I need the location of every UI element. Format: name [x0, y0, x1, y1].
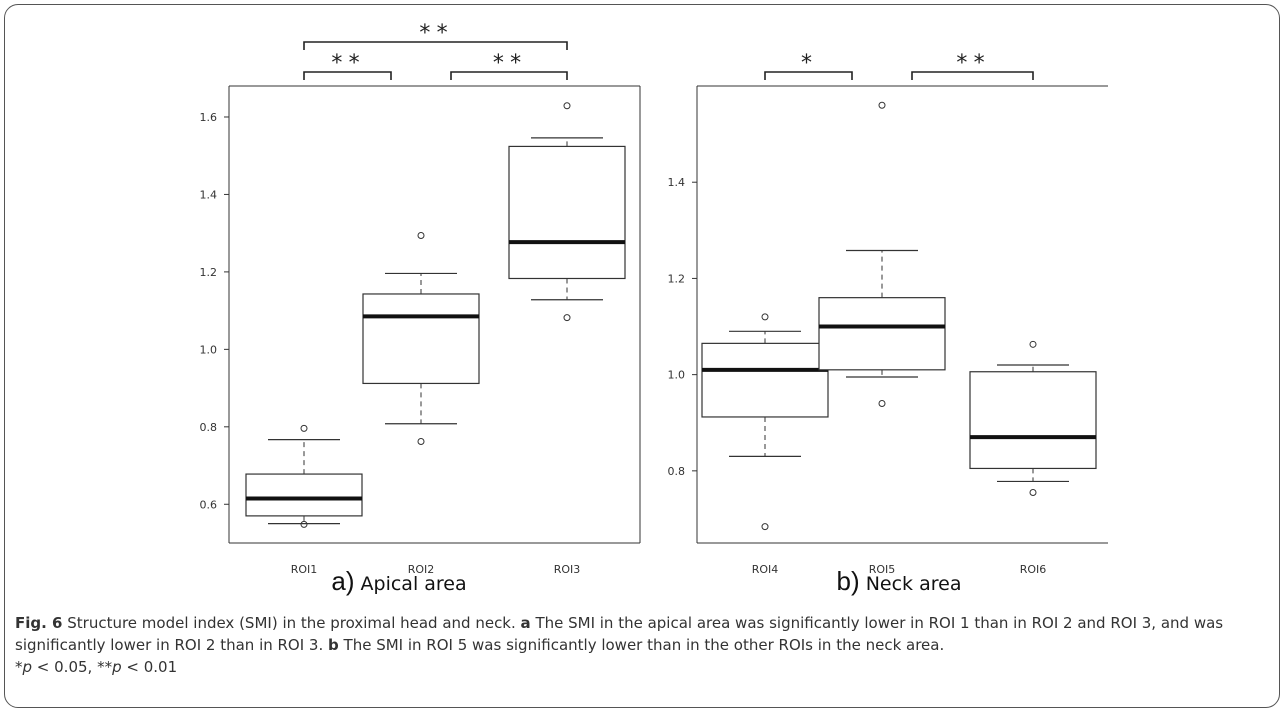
outlier-point	[563, 102, 571, 110]
box-iqr	[362, 293, 480, 385]
caption-p1-var: p	[22, 658, 33, 676]
box-iqr	[701, 342, 829, 418]
x-tick-label: ROI4	[752, 563, 779, 576]
x-tick-label: ROI6	[1020, 563, 1047, 576]
caption-text-3: The SMI in ROI 5 was significantly lower…	[338, 636, 945, 654]
significance-stars: *	[800, 51, 817, 76]
x-tick-label: ROI5	[869, 563, 896, 576]
outlier-point	[300, 424, 308, 432]
outlier-point	[300, 520, 308, 528]
caption-p2-rest: < 0.01	[121, 658, 178, 676]
outlier-point	[761, 313, 769, 321]
outlier-point	[878, 399, 886, 407]
outlier-point	[878, 101, 886, 109]
significance-bracket	[764, 71, 853, 80]
panel-label: a) Apical area	[331, 566, 466, 596]
panel-title: Apical area	[354, 573, 466, 595]
significance-stars: **	[492, 51, 527, 76]
y-tick-label: 1.4	[200, 188, 218, 201]
x-tick-label: ROI1	[291, 563, 318, 576]
outlier-point	[1029, 488, 1037, 496]
panel-a: 0.6 0.8 1.0 1.2 1.4 1.6 ROI1 ROI2 ROI3 ** ** ** a) A…	[200, 21, 641, 596]
panel-title: Neck area	[860, 573, 962, 595]
outlier-point	[563, 314, 571, 322]
figure-svg: 0.6 0.8 1.0 1.2 1.4 1.6 ROI1 ROI2 ROI3 ** ** ** a) A…	[200, 21, 1108, 596]
y-tick-label: 1.2	[200, 266, 218, 279]
significance-bracket	[303, 71, 392, 80]
y-tick-label: 1.0	[668, 369, 686, 382]
significance-stars: **	[418, 21, 453, 46]
box-iqr	[245, 473, 363, 517]
caption-text-1: Structure model index (SMI) in the proxi…	[62, 614, 521, 632]
x-tick-label: ROI3	[554, 563, 581, 576]
caption-fig-label: Fig. 6	[15, 614, 63, 632]
caption-p1-rest: < 0.05, **	[32, 658, 113, 676]
y-tick-label: 1.6	[200, 111, 218, 124]
caption-b-label: b	[328, 636, 339, 654]
significance-stars: **	[330, 51, 365, 76]
outlier-point	[761, 523, 769, 531]
outlier-point	[417, 231, 425, 239]
x-tick-label: ROI2	[408, 563, 435, 576]
outlier-point	[1029, 340, 1037, 348]
y-tick-label: 0.8	[200, 421, 218, 434]
box-iqr	[508, 145, 626, 280]
y-tick-label: 1.4	[668, 176, 686, 189]
significance-stars: **	[955, 51, 990, 76]
y-tick-label: 1.2	[668, 272, 686, 285]
significance-bracket	[911, 71, 1034, 80]
significance-bracket	[450, 71, 568, 80]
caption-a-label: a	[520, 614, 531, 632]
panel-label: b) Neck area	[837, 566, 962, 596]
outlier-point	[417, 438, 425, 446]
panel-letter: a)	[331, 566, 354, 596]
y-tick-label: 0.8	[668, 465, 686, 478]
figure-caption: Fig. 6 Structure model index (SMI) in th…	[15, 612, 1270, 678]
y-tick-label: 1.0	[200, 343, 218, 356]
box-iqr	[969, 371, 1097, 470]
significance-bracket	[303, 41, 568, 50]
panel-letter: b)	[837, 566, 860, 596]
figure-frame	[4, 4, 1280, 708]
box-iqr	[818, 297, 946, 371]
caption-p2-var: p	[112, 658, 122, 676]
caption-p1-prefix: *	[15, 658, 23, 676]
caption-text-2: The SMI in the apical area was significa…	[15, 614, 1224, 654]
y-tick-label: 0.6	[200, 498, 218, 511]
